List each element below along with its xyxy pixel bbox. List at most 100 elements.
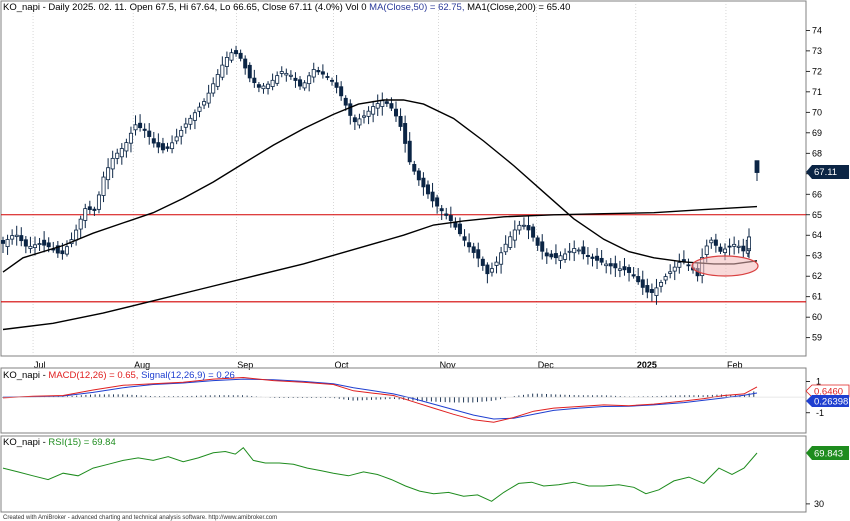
candle-body (407, 140, 412, 163)
macd-pane[interactable]: 1 -1 0.6460 0.26398 KO_napi - MACD(12,26)… (0, 367, 850, 434)
price-last-tag: 67.11 (806, 165, 849, 179)
candle-body (220, 64, 225, 78)
candle-body (430, 191, 435, 202)
candle-body (540, 241, 545, 252)
price-x-tick-label: Feb (727, 360, 743, 370)
candle-body (677, 262, 682, 268)
price-y-tick-label: 74 (812, 25, 822, 35)
price-y-tick-label: 63 (812, 251, 822, 261)
candle-body (142, 128, 147, 131)
candle-body (151, 138, 156, 144)
candle-body (627, 267, 632, 273)
candle-body (713, 239, 718, 246)
candle-body (476, 249, 481, 259)
candle-body (10, 235, 15, 240)
price-y-tick-label: 71 (812, 87, 822, 97)
candle-body (192, 112, 197, 121)
price-y-tick-label: 65 (812, 210, 822, 220)
candle-body (622, 266, 627, 271)
candle-body (215, 74, 220, 87)
candle-body (617, 268, 622, 271)
candle-body (375, 103, 380, 109)
rsi-pane-header: KO_napi - RSI(15) = 69.84 (3, 437, 116, 448)
candle-body (133, 124, 138, 131)
candle-body (741, 245, 746, 252)
price-y-tick-label: 73 (812, 46, 822, 56)
candle-body (197, 106, 202, 112)
candle-body (5, 239, 10, 248)
candle-body (590, 256, 595, 259)
candle-body (544, 252, 549, 257)
candle-body (631, 274, 636, 277)
candle-body (147, 130, 152, 137)
signal-line (2, 378, 758, 420)
candle-body (608, 263, 613, 267)
price-last-value: 67.11 (814, 167, 837, 178)
candle-body (64, 246, 69, 255)
candle-body (183, 123, 188, 128)
candle-body (535, 237, 540, 246)
candle-body (654, 287, 659, 296)
price-x-tick-label: Oct (334, 360, 349, 370)
candle-body (604, 263, 609, 267)
candle-body (224, 57, 229, 67)
candle-body (160, 143, 165, 151)
candle-body (78, 218, 83, 230)
candle-body (334, 82, 339, 88)
ma200-header-text: MA1(Close,200) = 65.40 (467, 2, 570, 13)
candle-body (531, 226, 536, 238)
candle-body (206, 92, 211, 104)
footer-credit: Created with AmiBroker - advanced charti… (3, 515, 277, 521)
candle-body (727, 245, 732, 248)
macd-pane-header: KO_napi - MACD(12,26) = 0.65, Signal(12,… (3, 370, 235, 381)
price-grid (32, 1, 727, 356)
candle-body (421, 177, 426, 188)
candle-body (754, 160, 760, 173)
signal-last-value: 0.26398 (814, 397, 848, 408)
candle-body (453, 221, 458, 228)
candle-body (581, 246, 586, 255)
price-x-axis: Jul Aug Sep Oct Nov Dec 2025 Feb (34, 360, 742, 370)
candle-body (55, 245, 60, 254)
candle-body (343, 97, 348, 106)
candle-body (645, 285, 650, 293)
candle-body (732, 243, 737, 247)
candle-body (124, 142, 129, 152)
candle-body (28, 245, 33, 249)
rsi-line (2, 446, 758, 502)
candle-body (110, 157, 115, 170)
candle-body (179, 129, 184, 137)
candle-body (243, 58, 248, 69)
candle-body (298, 79, 303, 87)
candle-body (517, 224, 522, 231)
macd-line (2, 376, 758, 423)
candle-body (672, 266, 677, 272)
candle-body (585, 254, 590, 258)
candle-body (311, 69, 316, 78)
candle-body (83, 208, 88, 221)
candle-body (718, 246, 723, 252)
candle-body (357, 118, 362, 126)
candle-body (128, 132, 133, 144)
rsi-last-value: 69.843 (814, 449, 843, 460)
ma200-line (2, 205, 758, 331)
candle-body (393, 108, 398, 117)
price-y-tick-label: 69 (812, 128, 822, 138)
candle-body (576, 249, 581, 252)
candle-body (165, 146, 170, 149)
candle-body (211, 83, 216, 94)
candle-body (503, 243, 508, 253)
candle-body (471, 246, 476, 253)
candle-body (275, 75, 280, 84)
rsi-pane[interactable]: 30 69.843 KO_napi - RSI(15) = 69.84 (0, 435, 849, 513)
price-candles (1, 45, 760, 305)
price-x-tick-label: Sep (237, 360, 253, 370)
price-y-axis: 59606162636465666768697071727374 (806, 25, 822, 343)
price-pane[interactable]: 59606162636465666768697071727374 JulAugS… (0, 0, 849, 370)
candle-body (115, 152, 120, 159)
candle-body (366, 110, 371, 117)
candle-body (247, 64, 252, 79)
candle-body (686, 264, 691, 267)
candle-body (663, 276, 668, 281)
